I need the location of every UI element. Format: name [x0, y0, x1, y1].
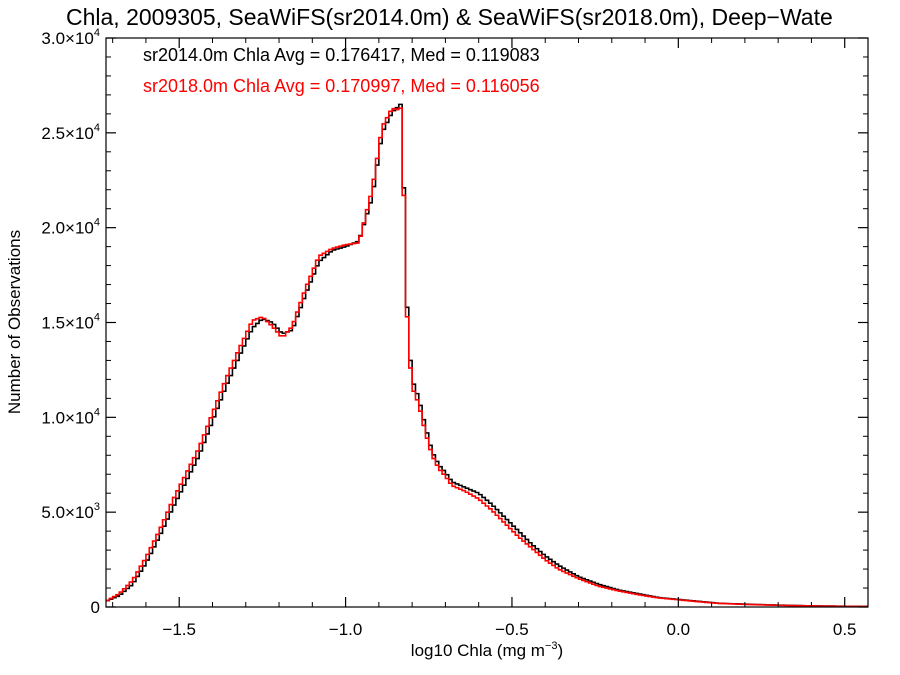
- y-tick-label-2: 1.0×104: [41, 406, 100, 427]
- y-tick-label-exponent: 4: [94, 312, 100, 324]
- y-tick-label-0: 0: [91, 598, 100, 617]
- y-tick-label-exponent: 4: [94, 122, 100, 134]
- annotation-sr2014-stats: sr2014.0m Chla Avg = 0.176417, Med = 0.1…: [143, 45, 540, 65]
- y-tick-label-mantissa: 3.0×10: [41, 29, 93, 48]
- y-axis-ticks: 05.0×1031.0×1041.5×1042.0×1042.5×1043.0×…: [41, 27, 868, 617]
- x-tick-label-3: 0.0: [667, 620, 691, 639]
- annotation-sr2018-stats: sr2018.0m Chla Avg = 0.170997, Med = 0.1…: [143, 76, 540, 96]
- y-tick-label-mantissa: 1.0×10: [41, 408, 93, 427]
- y-tick-label-exponent: 3: [94, 501, 100, 513]
- x-tick-label-1: −1.0: [329, 620, 363, 639]
- series-layer: [106, 103, 868, 608]
- chart-title: Chla, 2009305, SeaWiFS(sr2014.0m) & SeaW…: [66, 4, 833, 30]
- x-axis-label: log10 Chla (mg m−3): [411, 640, 563, 660]
- y-tick-label-5: 2.5×104: [41, 122, 100, 143]
- y-tick-label-mantissa: 2.0×10: [41, 219, 93, 238]
- x-tick-label-2: −0.5: [495, 620, 529, 639]
- y-tick-label-1: 5.0×103: [41, 501, 100, 522]
- x-tick-label-0: −1.5: [162, 620, 196, 639]
- series-line-1: [106, 107, 868, 608]
- y-tick-label-6: 3.0×104: [41, 27, 100, 48]
- x-tick-label-4: 0.5: [833, 620, 857, 639]
- x-axis-ticks: −1.5 −1.0 −0.5 0.0 0.5: [112, 38, 857, 639]
- y-tick-label-exponent: 4: [94, 406, 100, 418]
- y-tick-label-mantissa: 2.5×10: [41, 124, 93, 143]
- y-tick-label-mantissa: 0: [91, 598, 100, 617]
- y-tick-label-4: 2.0×104: [41, 217, 100, 238]
- y-tick-label-mantissa: 5.0×10: [41, 503, 93, 522]
- y-axis-label: Number of Observations: [5, 230, 24, 414]
- y-tick-label-exponent: 4: [94, 217, 100, 229]
- y-tick-label-3: 1.5×104: [41, 312, 100, 333]
- y-tick-label-mantissa: 1.5×10: [41, 314, 93, 333]
- y-tick-label-exponent: 4: [94, 27, 100, 39]
- x-axis-label-main: log10 Chla (mg m: [411, 641, 545, 660]
- x-axis-label-sup: −3: [545, 640, 558, 652]
- x-axis-label-tail: ): [558, 641, 564, 660]
